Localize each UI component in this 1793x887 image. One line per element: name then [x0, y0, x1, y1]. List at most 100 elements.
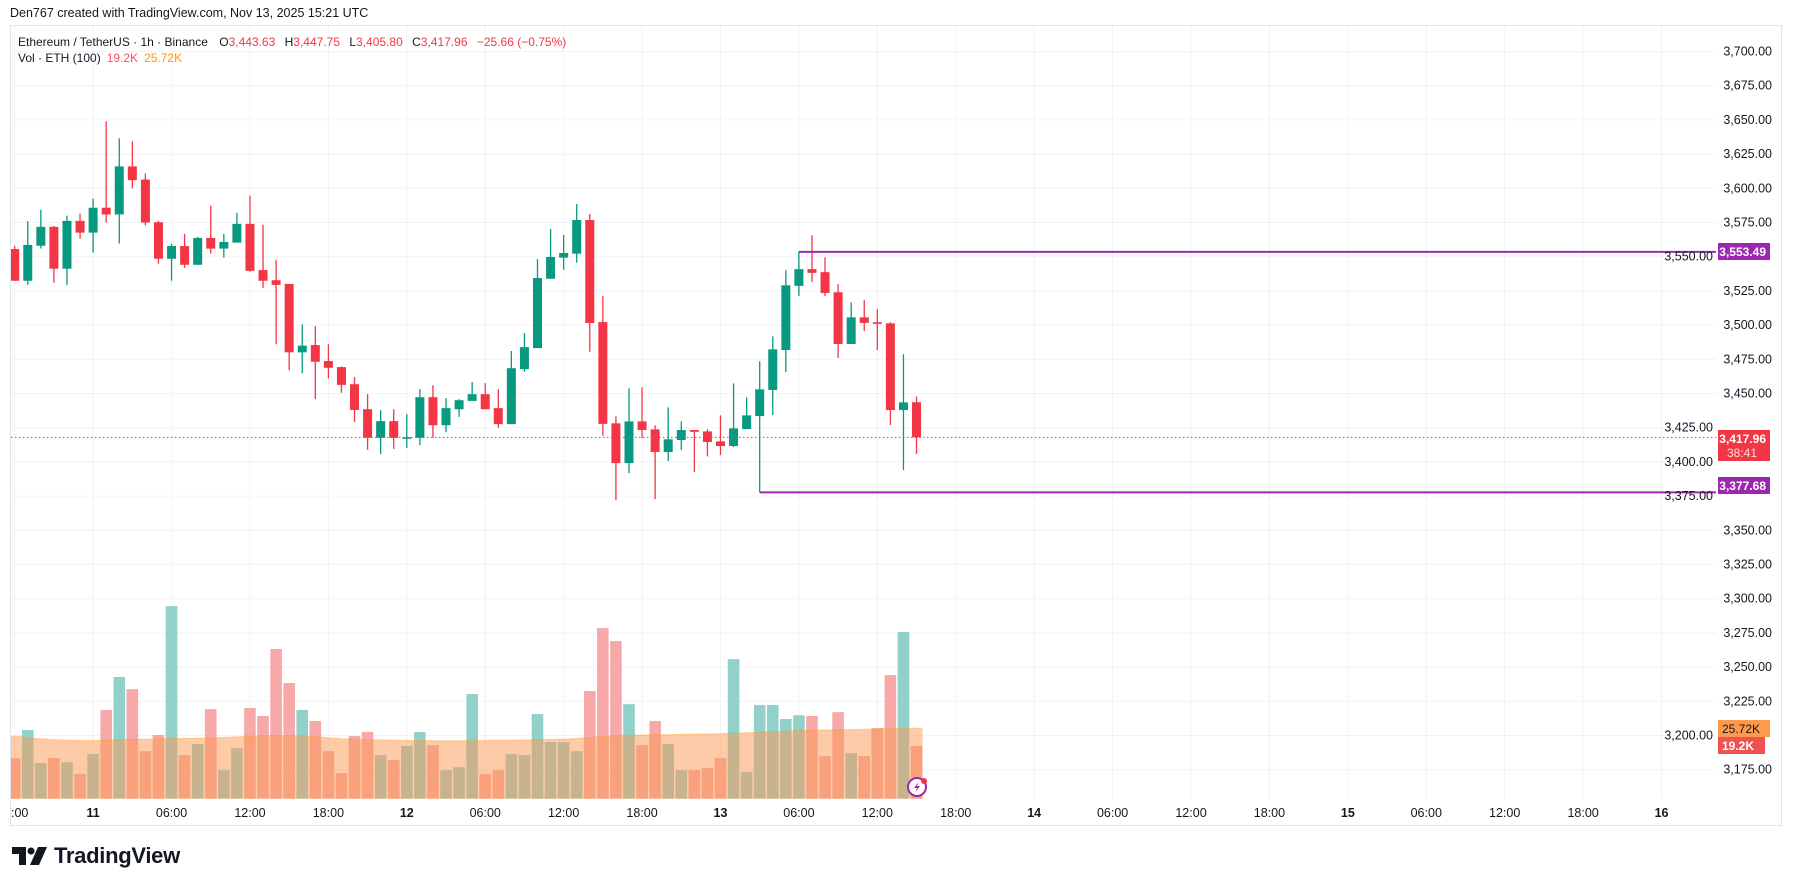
candle — [271, 260, 281, 345]
candle — [336, 366, 346, 393]
candle-body — [350, 384, 360, 410]
candle — [546, 229, 556, 279]
candle-body — [245, 223, 255, 271]
price-tick: 3,600.00 — [1723, 181, 1772, 195]
candle-body — [885, 323, 895, 411]
low-label: L — [349, 35, 357, 49]
candle-body — [755, 389, 765, 417]
volume-bar — [897, 631, 910, 799]
volume-bar — [113, 676, 126, 799]
candle-body — [389, 421, 399, 438]
price-tick: 3,575.00 — [1723, 216, 1772, 230]
candle — [363, 394, 373, 450]
price-axis[interactable]: 3,700.00 3,675.00 3,650.00 3,625.00 3,600.00… — [1664, 45, 1772, 777]
candle-body — [820, 272, 830, 293]
candle-body — [441, 408, 451, 426]
price-tick: 3,650.00 — [1723, 113, 1772, 127]
current-price-label: 3,417.96 — [1719, 432, 1766, 446]
candle — [402, 414, 412, 448]
level-high-label-bg — [1718, 243, 1770, 260]
candle-body — [219, 241, 229, 249]
candle — [245, 195, 255, 272]
price-tick: 3,625.00 — [1723, 147, 1772, 161]
candle-body — [62, 220, 72, 269]
volume-ma-line — [11, 727, 917, 742]
time-tick: 11 — [87, 806, 100, 820]
candle — [794, 251, 804, 296]
candle — [323, 344, 333, 379]
time-tick: 18:00 — [313, 806, 344, 820]
candle — [506, 351, 516, 425]
candle-body — [676, 430, 686, 441]
candle-body — [572, 220, 582, 254]
volume-bar — [165, 606, 178, 799]
candle — [624, 388, 634, 474]
candle-body — [336, 367, 346, 385]
candle-body — [310, 345, 320, 362]
candle — [127, 141, 137, 189]
candle-body — [428, 397, 438, 426]
candle-body — [75, 220, 85, 233]
candle-body — [637, 421, 647, 431]
open-value: 3,443.63 — [228, 35, 276, 49]
candle — [781, 270, 791, 373]
candle — [23, 221, 33, 285]
close-value: 3,417.96 — [420, 35, 468, 49]
candle-body — [715, 441, 725, 447]
level-low-label: 3,377.68 — [1719, 479, 1766, 493]
candle — [912, 396, 922, 454]
candle-body — [807, 269, 817, 273]
high-value: 3,447.75 — [293, 35, 341, 49]
candle — [101, 121, 111, 223]
price-tick: 3,400.00 — [1664, 455, 1713, 469]
candle — [833, 284, 843, 358]
candle-body — [140, 179, 150, 223]
volume-pane — [11, 606, 923, 799]
price-tick: 3,200.00 — [1664, 729, 1713, 743]
price-tick: 3,500.00 — [1723, 318, 1772, 332]
candle-body — [284, 283, 294, 353]
volume-ma-value: 25.72K — [144, 51, 183, 65]
candle — [559, 234, 569, 270]
price-levels[interactable] — [11, 250, 1716, 494]
candle-body — [846, 317, 856, 344]
candle-body — [376, 421, 386, 438]
candle-body — [833, 292, 843, 344]
volume-value: 19.2K — [106, 51, 139, 65]
candle — [350, 377, 360, 422]
symbol-title[interactable]: Ethereum / TetherUS · 1h · Binance — [18, 35, 208, 49]
candles — [11, 121, 922, 501]
lightning-icon[interactable] — [907, 777, 927, 797]
price-tick: 3,475.00 — [1723, 352, 1772, 366]
time-tick: 06:00 — [1097, 806, 1128, 820]
candle — [219, 233, 229, 258]
time-tick: 06:00 — [470, 806, 501, 820]
candle — [807, 235, 817, 282]
price-tick: 3,375.00 — [1664, 489, 1713, 503]
candle-body — [23, 244, 33, 281]
vol-ma-label: 25.72K — [1722, 722, 1760, 736]
time-tick: 12:00 — [1489, 806, 1520, 820]
candle — [859, 300, 869, 331]
candle-body — [402, 437, 412, 439]
candle-body — [729, 428, 739, 447]
candle-body — [101, 207, 111, 215]
time-axis[interactable]: :00 11 06:00 12:00 18:00 12 06:00 12:00 18:00 13 0… — [11, 806, 1669, 820]
candle — [428, 385, 438, 438]
candle — [885, 322, 895, 425]
chart-credit: Den767 created with TradingView.com, Nov… — [10, 6, 369, 20]
candle — [467, 382, 477, 401]
tradingview-logo[interactable]: TradingView — [12, 843, 180, 869]
price-tick: 3,525.00 — [1723, 284, 1772, 298]
candle — [284, 283, 294, 371]
candle — [88, 198, 98, 253]
candle — [206, 205, 216, 254]
candle-body — [742, 415, 752, 430]
time-tick: 18:00 — [1567, 806, 1598, 820]
candle — [62, 215, 72, 285]
volume-bar — [610, 641, 622, 799]
candle-body — [768, 349, 778, 390]
volume-indicator-title[interactable]: Vol · ETH (100) — [18, 51, 101, 65]
time-tick: 12:00 — [862, 806, 893, 820]
